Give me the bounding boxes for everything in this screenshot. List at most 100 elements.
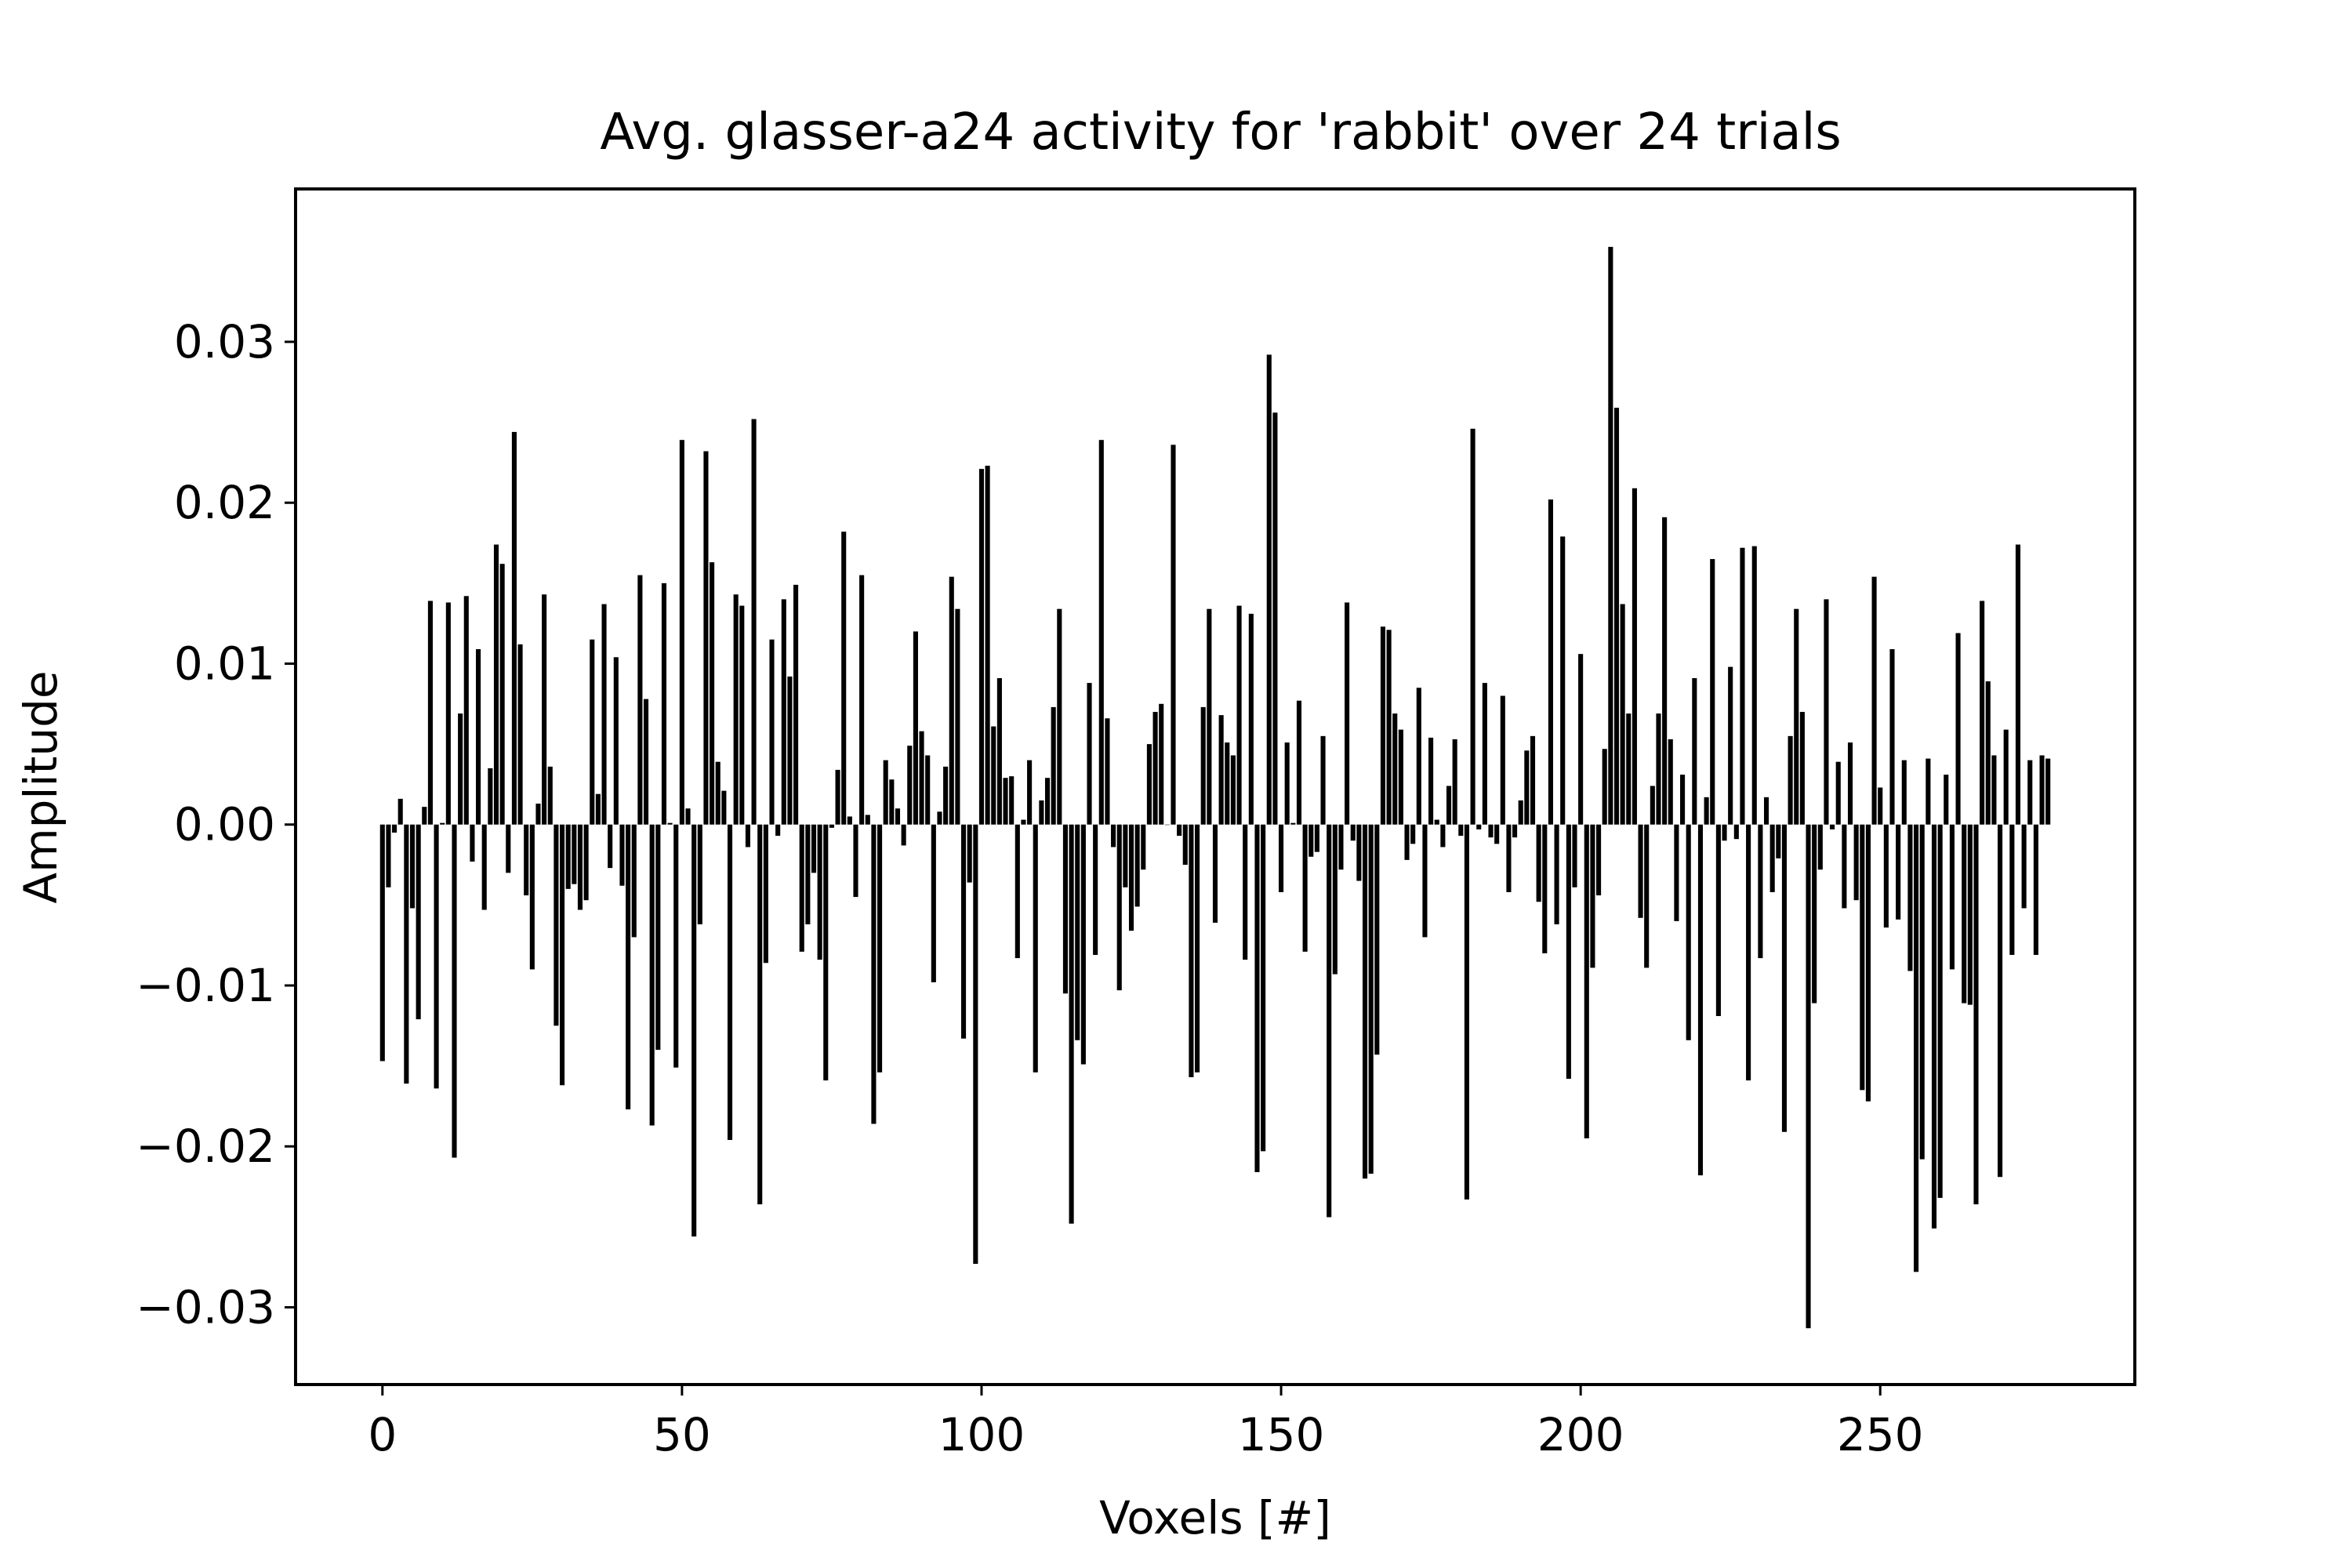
x-tick-label: 50 <box>653 1408 711 1461</box>
bar-132 <box>1171 445 1176 825</box>
bar-88 <box>907 746 913 825</box>
bar-91 <box>925 755 931 825</box>
bar-79 <box>853 824 858 898</box>
bar-137 <box>1200 706 1206 825</box>
bar-62 <box>751 419 757 825</box>
bar-212 <box>1650 786 1655 825</box>
bar-126 <box>1134 824 1140 907</box>
bar-64 <box>763 824 768 964</box>
bar-52 <box>691 824 697 1237</box>
bar-245 <box>1847 742 1853 825</box>
bar-121 <box>1105 718 1110 825</box>
bar-199 <box>1572 824 1577 887</box>
bar-243 <box>1835 761 1841 825</box>
y-tick-label: −0.02 <box>136 1120 275 1173</box>
bar-124 <box>1123 824 1128 887</box>
bar-225 <box>1728 666 1733 825</box>
bar-37 <box>601 604 607 825</box>
bar-42 <box>631 824 637 938</box>
x-axis-ticks: 0 50 100 150 200 250 <box>368 1385 1924 1461</box>
bar-128 <box>1146 744 1152 825</box>
bar-265 <box>1967 824 1973 1005</box>
bar-240 <box>1817 824 1823 870</box>
bar-41 <box>626 824 631 1110</box>
bar-261 <box>1944 775 1949 825</box>
bar-76 <box>835 769 840 825</box>
bar-269 <box>1991 755 1997 825</box>
bar-122 <box>1111 824 1116 848</box>
bar-102 <box>991 726 996 825</box>
bar-0 <box>379 824 385 1062</box>
bar-253 <box>1896 824 1901 920</box>
bar-95 <box>949 576 954 825</box>
bar-194 <box>1542 824 1548 953</box>
bar-188 <box>1506 824 1512 892</box>
bar-224 <box>1722 824 1727 841</box>
bar-221 <box>1704 797 1709 825</box>
bar-18 <box>488 768 493 825</box>
bar-262 <box>1949 824 1955 970</box>
bar-218 <box>1686 824 1691 1040</box>
bar-28 <box>547 766 553 825</box>
bar-77 <box>841 532 847 825</box>
bar-65 <box>769 639 775 825</box>
bar-115 <box>1069 824 1074 1224</box>
bar-204 <box>1602 749 1607 825</box>
bar-177 <box>1440 824 1446 848</box>
bar-234 <box>1781 824 1788 1132</box>
bar-29 <box>554 824 559 1026</box>
bar-72 <box>811 824 817 873</box>
bar-1 <box>386 824 391 887</box>
bar-24 <box>524 824 529 896</box>
bar-31 <box>565 824 571 889</box>
bar-110 <box>1039 800 1044 825</box>
bar-275 <box>2027 760 2033 825</box>
bar-195 <box>1548 499 1553 825</box>
bar-63 <box>757 824 763 1205</box>
bar-211 <box>1644 824 1650 968</box>
bar-220 <box>1697 824 1704 1176</box>
bar-145 <box>1248 613 1254 825</box>
bar-193 <box>1536 824 1541 902</box>
bar-169 <box>1392 713 1398 825</box>
bar-5 <box>409 824 416 909</box>
bar-97 <box>960 824 967 1039</box>
bar-43 <box>637 575 643 825</box>
bar-143 <box>1236 605 1242 825</box>
bar-99 <box>973 824 978 1265</box>
bar-114 <box>1062 824 1069 994</box>
bar-172 <box>1410 824 1416 844</box>
bar-85 <box>889 779 895 825</box>
bar-205 <box>1608 246 1613 825</box>
bar-141 <box>1225 742 1230 825</box>
bar-71 <box>805 824 811 924</box>
bar-274 <box>2021 824 2027 909</box>
bar-197 <box>1560 536 1566 825</box>
bar-230 <box>1758 824 1763 959</box>
bar-34 <box>583 824 589 901</box>
bar-75 <box>829 824 834 828</box>
bar-157 <box>1320 735 1326 825</box>
bar-183 <box>1476 824 1482 829</box>
bar-178 <box>1446 786 1452 825</box>
bar-163 <box>1356 824 1362 881</box>
bar-2 <box>392 824 397 833</box>
bar-107 <box>1021 819 1026 825</box>
bar-201 <box>1584 824 1589 1138</box>
bar-80 <box>859 575 865 825</box>
bar-171 <box>1404 824 1410 860</box>
bar-66 <box>775 824 781 837</box>
bar-228 <box>1746 824 1751 1081</box>
bar-267 <box>1980 601 1985 825</box>
bar-53 <box>697 824 702 924</box>
bar-232 <box>1769 824 1775 892</box>
bar-153 <box>1296 700 1302 825</box>
bar-180 <box>1458 824 1464 837</box>
bar-70 <box>799 824 804 952</box>
bar-135 <box>1189 824 1194 1077</box>
bar-160 <box>1338 824 1344 870</box>
bar-270 <box>1998 824 2003 1178</box>
bar-216 <box>1674 824 1679 921</box>
bar-213 <box>1656 713 1661 825</box>
